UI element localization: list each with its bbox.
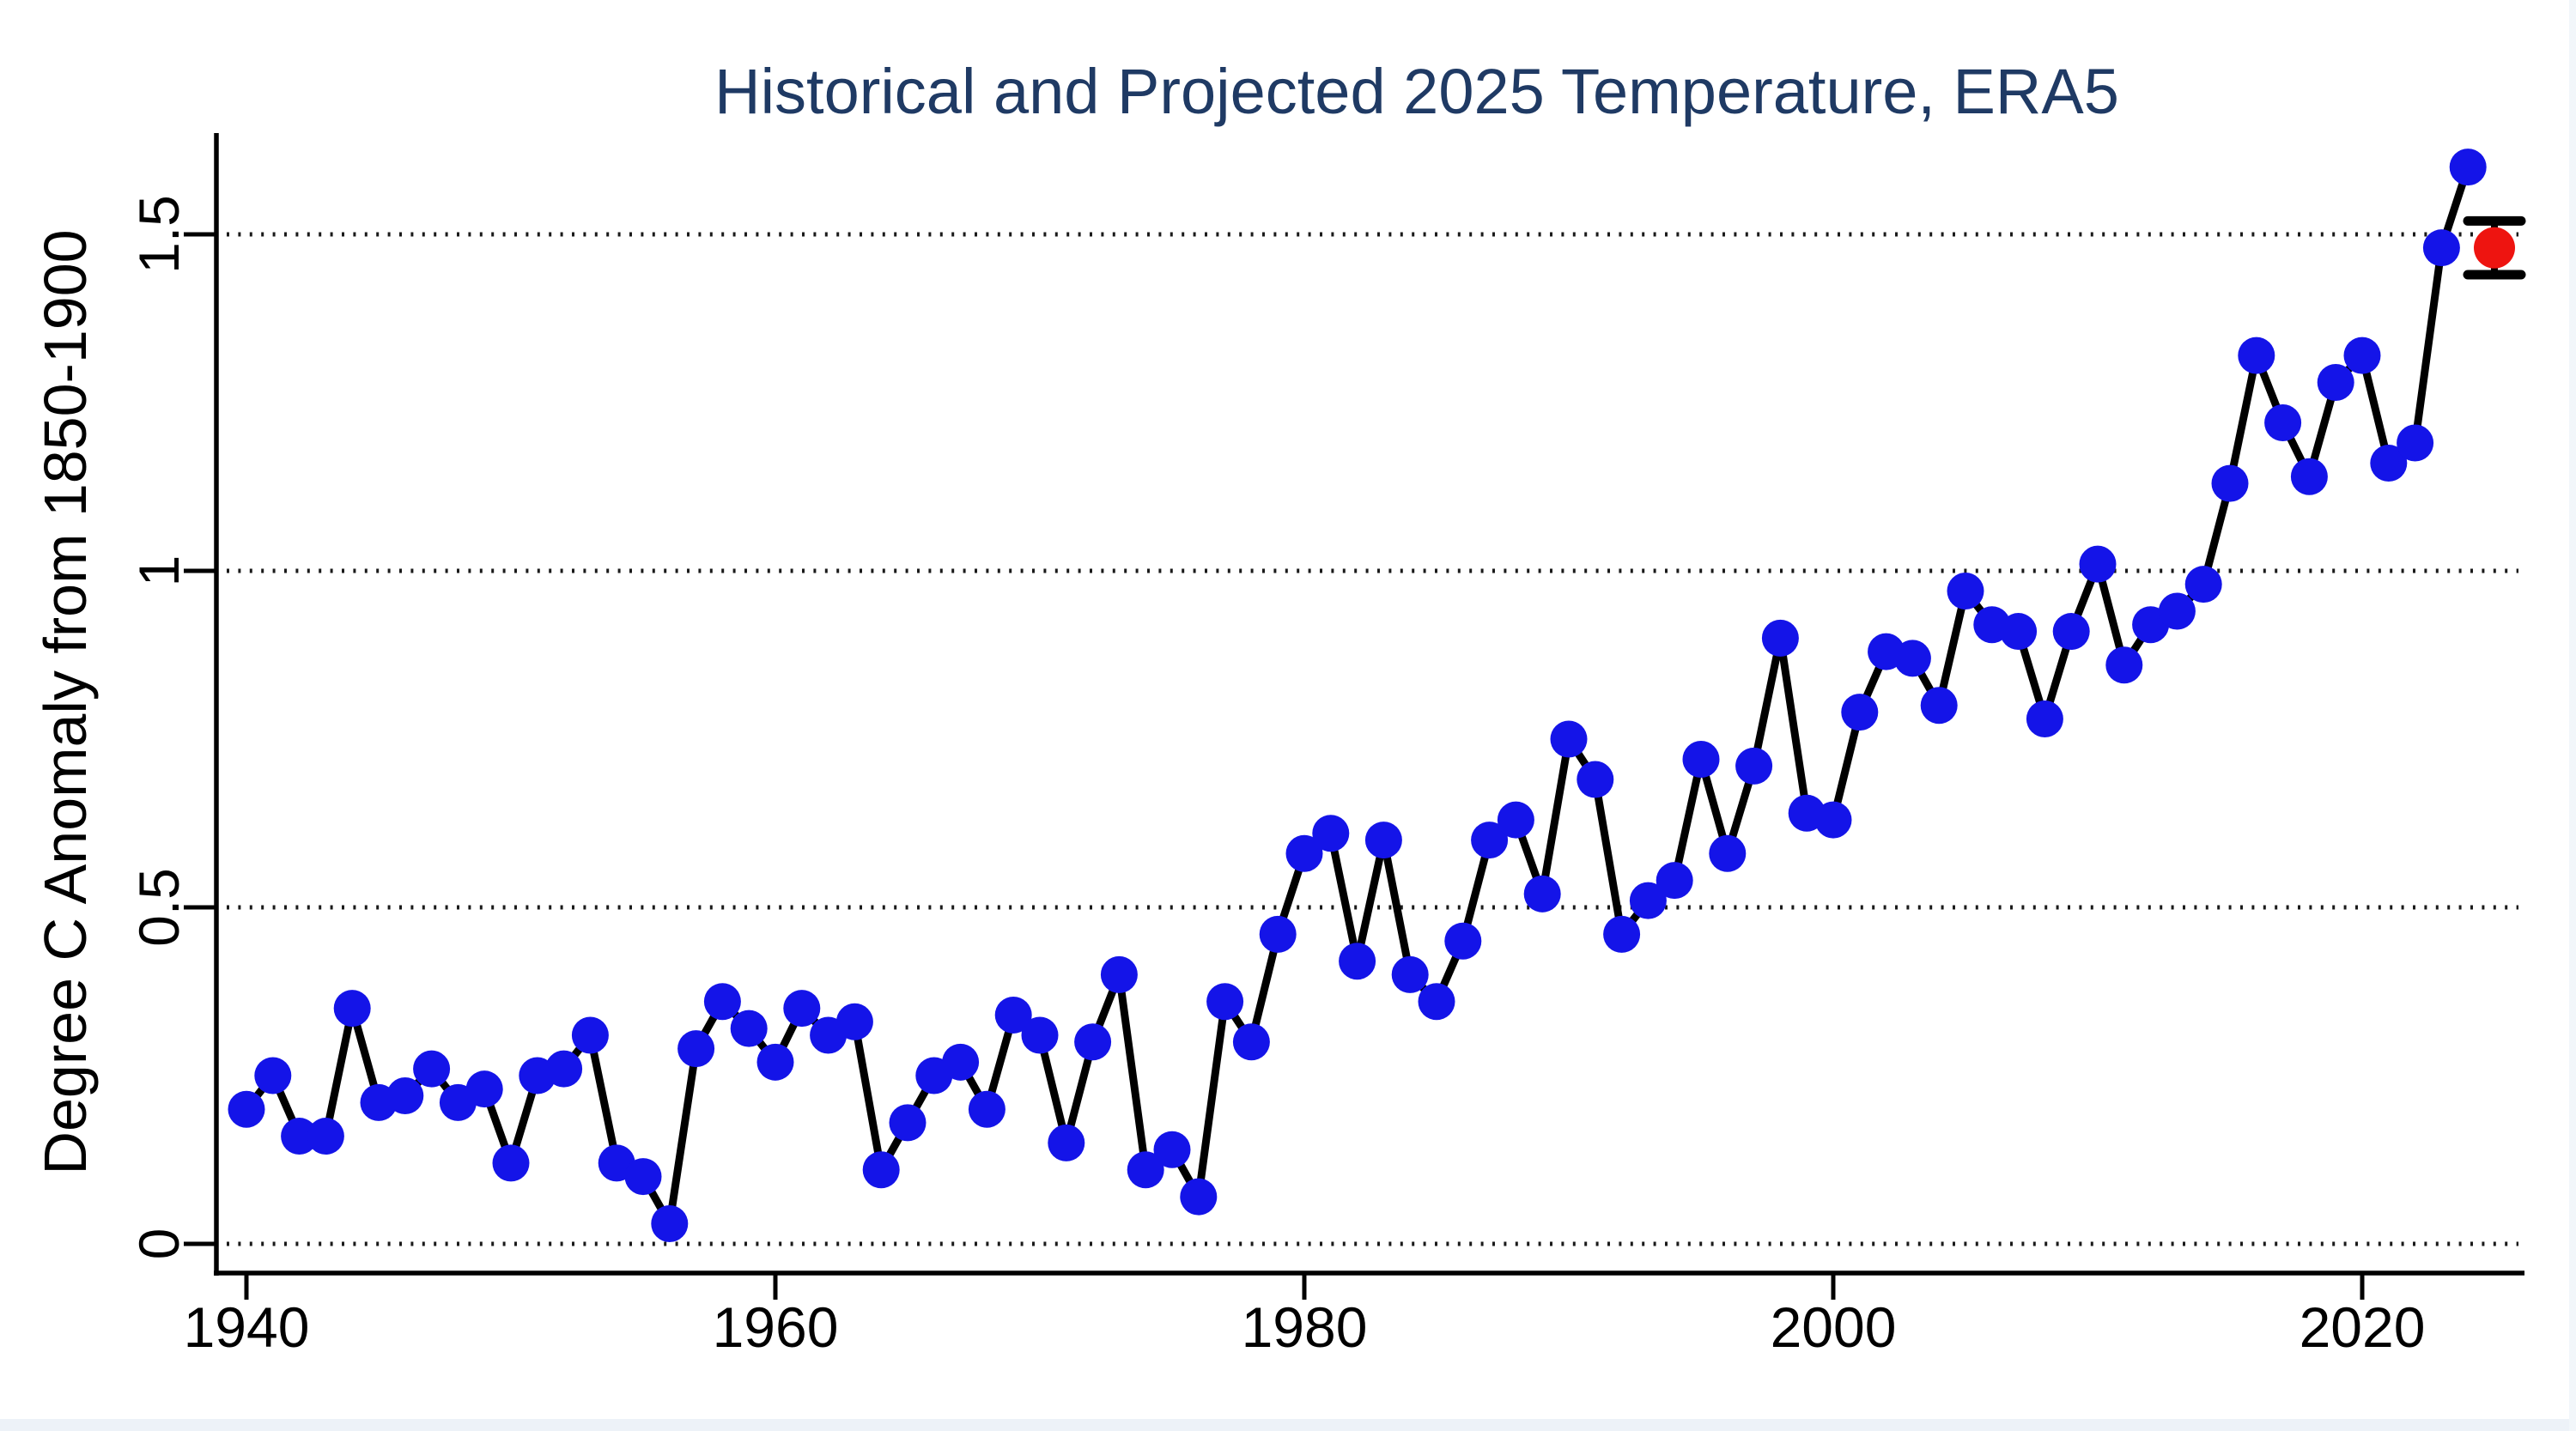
data-point-1941 xyxy=(254,1057,292,1094)
data-point-2020 xyxy=(2343,337,2381,374)
data-point-1967 xyxy=(942,1043,980,1081)
data-point-1991 xyxy=(1577,761,1614,798)
y-tick-label-0-5: 0.5 xyxy=(127,868,191,947)
data-point-1972 xyxy=(1074,1023,1112,1061)
data-point-1950 xyxy=(492,1144,530,1182)
data-point-1943 xyxy=(307,1118,344,1155)
data-point-2015 xyxy=(2211,464,2249,502)
data-point-2001 xyxy=(1841,694,1879,731)
y-tick-label-0: 0 xyxy=(127,1228,191,1260)
data-point-2009 xyxy=(2052,613,2090,651)
x-tick-label-1980: 1980 xyxy=(1241,1295,1368,1359)
data-point-2018 xyxy=(2290,458,2328,495)
data-point-1974 xyxy=(1127,1151,1164,1189)
data-point-1953 xyxy=(571,1016,609,1054)
data-point-2022 xyxy=(2397,424,2434,462)
data-point-2016 xyxy=(2238,337,2275,374)
data-point-2013 xyxy=(2158,592,2196,630)
data-point-1998 xyxy=(1761,619,1799,657)
data-point-1978 xyxy=(1232,1023,1270,1061)
data-point-1969 xyxy=(994,996,1032,1034)
data-point-1944 xyxy=(333,990,371,1028)
data-point-1985 xyxy=(1418,983,1455,1021)
x-tick-label-2020: 2020 xyxy=(2299,1295,2426,1359)
data-point-1957 xyxy=(677,1030,715,1068)
data-point-1993 xyxy=(1629,882,1667,919)
data-point-1997 xyxy=(1735,747,1773,785)
data-point-1968 xyxy=(968,1090,1005,1128)
data-point-1994 xyxy=(1656,862,1693,900)
data-point-1958 xyxy=(703,983,741,1021)
data-point-2007 xyxy=(2000,613,2038,651)
data-point-1959 xyxy=(730,1010,768,1047)
data-point-2010 xyxy=(2079,545,2117,583)
data-point-2005 xyxy=(1947,573,1984,610)
data-point-1995 xyxy=(1682,741,1720,779)
data-point-1965 xyxy=(889,1104,927,1142)
x-tick-label-2000: 2000 xyxy=(1770,1295,1897,1359)
data-point-1983 xyxy=(1364,822,1402,859)
chart-title: Historical and Projected 2025 Temperatur… xyxy=(714,56,2119,127)
data-point-1940 xyxy=(228,1090,265,1128)
data-point-1964 xyxy=(862,1151,900,1189)
projected-point-2025 xyxy=(2474,227,2515,269)
data-point-1982 xyxy=(1339,943,1376,980)
data-point-1949 xyxy=(465,1070,503,1108)
data-point-1981 xyxy=(1312,815,1350,852)
data-point-1942 xyxy=(281,1118,319,1155)
window-edge-strip-right xyxy=(2569,0,2576,1431)
data-point-1970 xyxy=(1021,1016,1059,1054)
data-point-1973 xyxy=(1100,955,1138,993)
data-point-1947 xyxy=(413,1050,451,1088)
data-point-1990 xyxy=(1550,720,1588,758)
data-point-1976 xyxy=(1180,1178,1218,1216)
data-point-2008 xyxy=(2026,700,2063,737)
data-point-1987 xyxy=(1471,822,1509,859)
data-point-1971 xyxy=(1048,1124,1085,1161)
data-point-2021 xyxy=(2370,445,2408,482)
data-point-1986 xyxy=(1444,922,1482,960)
data-point-2004 xyxy=(1920,687,1958,725)
data-point-1963 xyxy=(835,1003,873,1040)
data-point-1984 xyxy=(1391,955,1429,993)
data-point-1955 xyxy=(624,1158,662,1196)
data-point-1961 xyxy=(783,990,821,1028)
data-point-2024 xyxy=(2449,149,2487,186)
data-point-1952 xyxy=(545,1050,583,1088)
data-point-2011 xyxy=(2105,646,2143,684)
data-point-2000 xyxy=(1814,801,1852,839)
data-point-1988 xyxy=(1497,801,1534,839)
x-tick-label-1940: 1940 xyxy=(183,1295,310,1359)
data-point-2014 xyxy=(2184,566,2222,603)
data-point-1989 xyxy=(1523,875,1561,913)
data-point-1946 xyxy=(386,1077,424,1115)
data-point-1996 xyxy=(1709,834,1747,872)
data-point-2023 xyxy=(2422,229,2460,267)
data-point-1977 xyxy=(1206,983,1244,1021)
data-point-2017 xyxy=(2264,404,2302,442)
data-point-1992 xyxy=(1603,915,1641,953)
data-point-1979 xyxy=(1259,915,1297,953)
y-tick-label-1-5: 1.5 xyxy=(127,195,191,274)
data-point-1960 xyxy=(756,1043,794,1081)
data-point-1956 xyxy=(651,1204,689,1242)
data-point-2019 xyxy=(2317,363,2354,401)
data-point-1980 xyxy=(1285,834,1323,872)
y-axis-title: Degree C Anomaly from 1850-1900 xyxy=(32,229,99,1175)
x-tick-label-1960: 1960 xyxy=(712,1295,839,1359)
data-point-1975 xyxy=(1153,1131,1191,1168)
data-point-2003 xyxy=(1893,640,1931,677)
y-tick-label-1: 1 xyxy=(127,555,191,587)
window-edge-strip-bottom xyxy=(0,1419,2576,1431)
